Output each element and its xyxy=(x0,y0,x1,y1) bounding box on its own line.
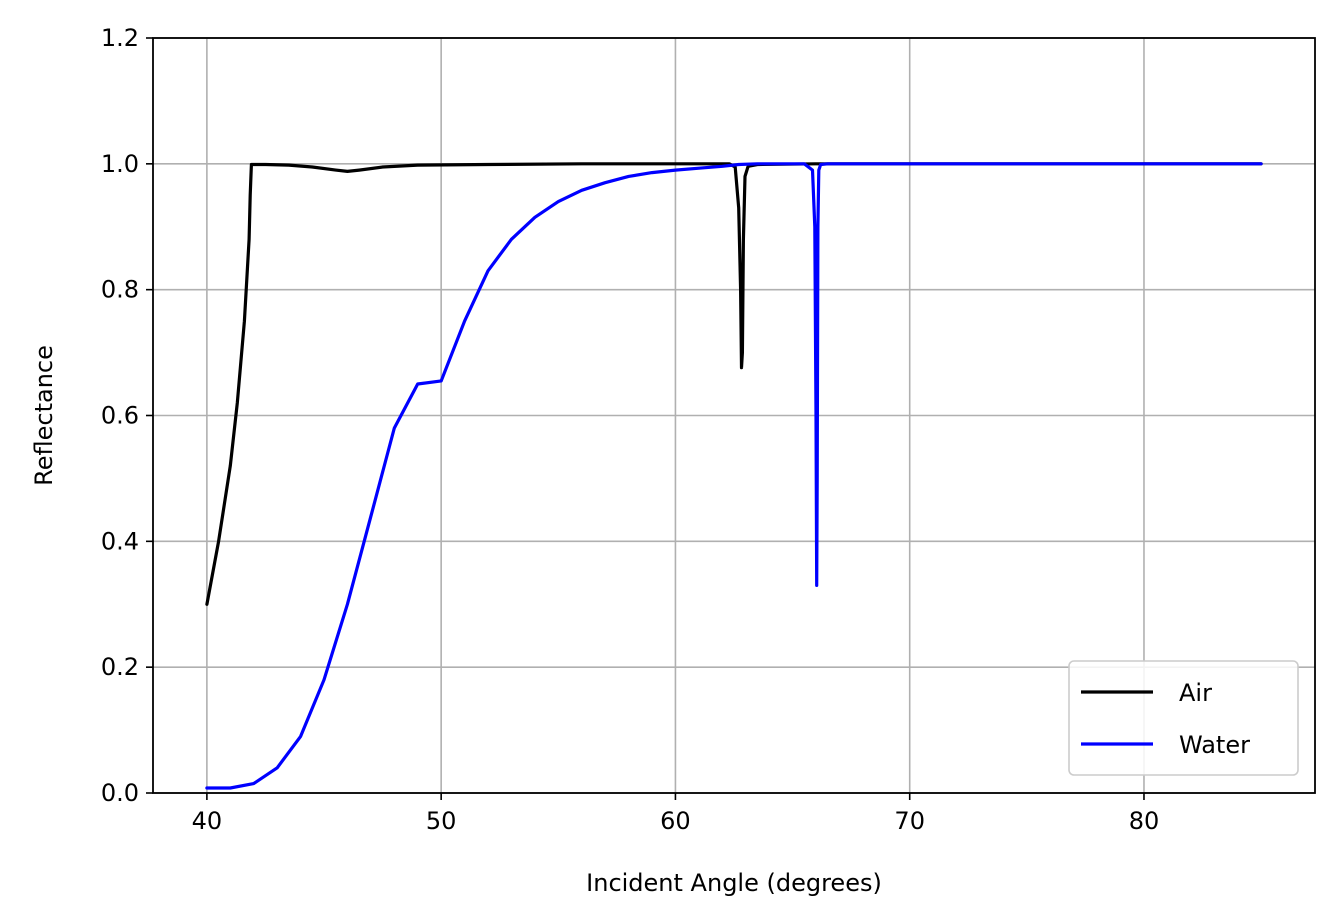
x-tick-label: 60 xyxy=(660,807,691,835)
legend-box xyxy=(1068,660,1299,776)
y-axis-label: Reflectance xyxy=(30,345,58,486)
y-tick-label: 0.8 xyxy=(101,276,139,304)
y-tick-label: 1.0 xyxy=(101,150,139,178)
legend-label-water: Water xyxy=(1179,731,1250,759)
x-tick-label: 80 xyxy=(1129,807,1160,835)
legend: Air Water xyxy=(1068,660,1299,776)
x-tick-label: 50 xyxy=(426,807,457,835)
axis-ticks: 40 50 60 70 80 0.0 0.2 0.4 0.6 0.8 1.0 1.2 xyxy=(101,24,1159,835)
y-tick-label: 1.2 xyxy=(101,24,139,52)
y-tick-label: 0.4 xyxy=(101,527,139,555)
x-tick-label: 40 xyxy=(192,807,223,835)
x-axis-label: Incident Angle (degrees) xyxy=(586,869,882,897)
y-tick-label: 0.2 xyxy=(101,653,139,681)
series-line-water xyxy=(205,162,1263,790)
y-tick-label: 0.6 xyxy=(101,402,139,430)
y-tick-label: 0.0 xyxy=(101,779,139,807)
plot-lines xyxy=(205,162,1263,790)
x-tick-label: 70 xyxy=(894,807,925,835)
legend-label-air: Air xyxy=(1179,679,1212,707)
